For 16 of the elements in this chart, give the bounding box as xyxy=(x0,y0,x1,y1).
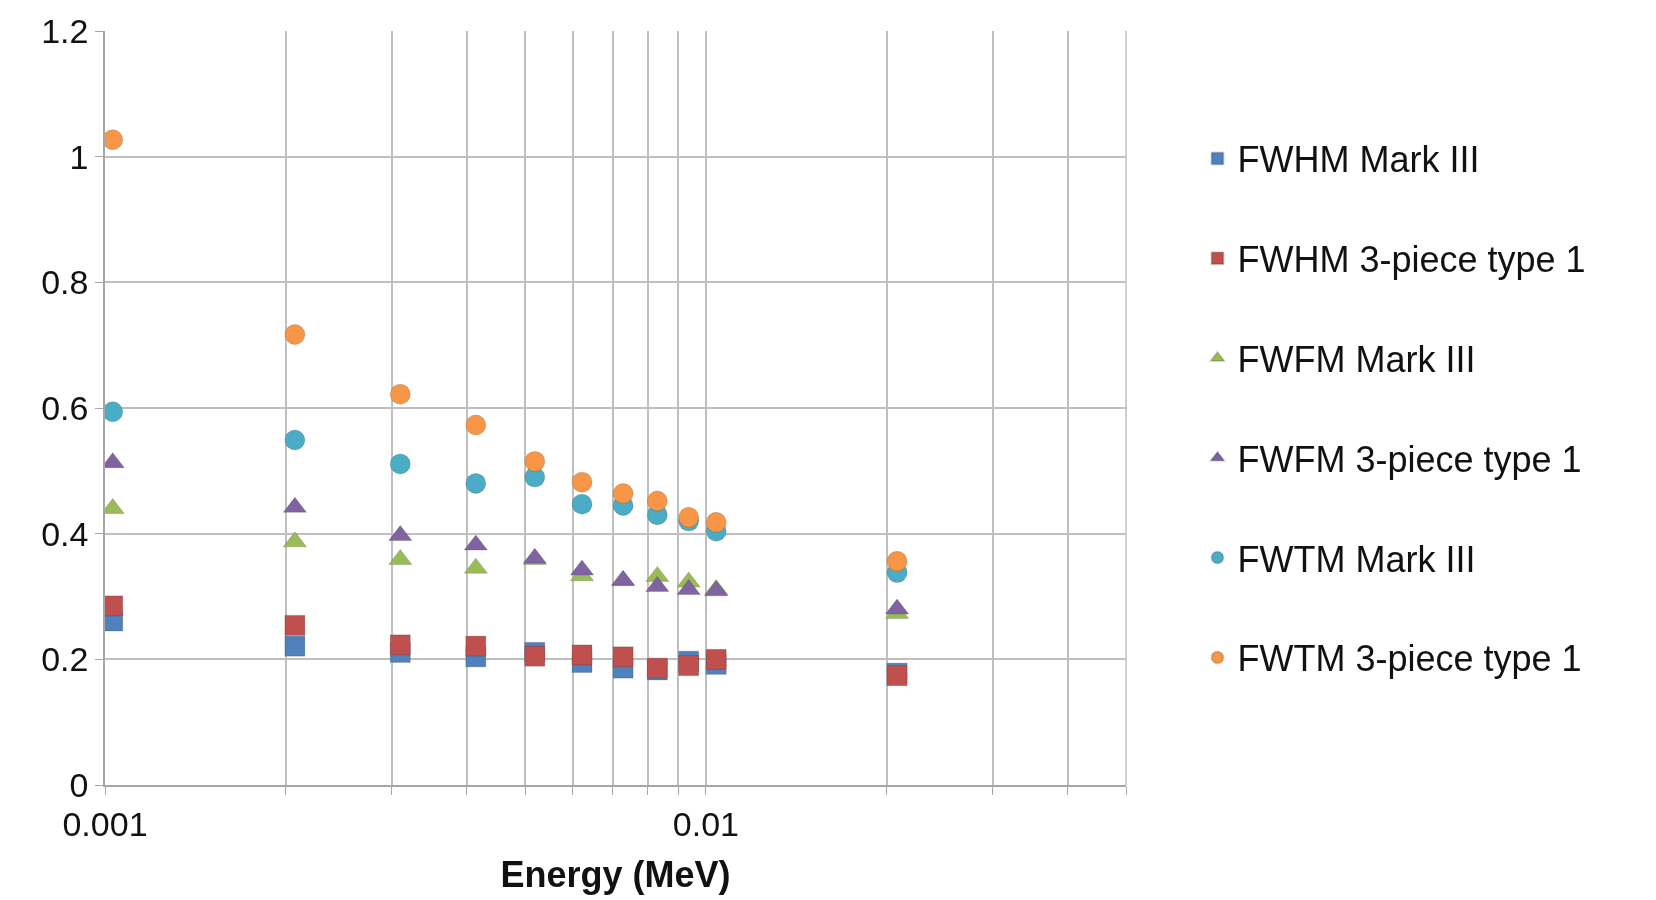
legend-label: FWFM 3-piece type 1 xyxy=(1237,438,1582,480)
y-tick-label: 1 xyxy=(69,137,89,176)
y-tick-label: 0.6 xyxy=(41,388,89,427)
legend-label: FWFM Mark III xyxy=(1237,339,1476,381)
legend-label: FWTM Mark III xyxy=(1237,538,1476,580)
x-tick-label: 0.001 xyxy=(62,804,148,843)
y-tick-label: 0.2 xyxy=(41,640,89,679)
x-axis-title: Energy (MeV) xyxy=(500,853,731,895)
y-tick-label: 0 xyxy=(69,765,89,804)
legend-label: FWHM 3-piece type 1 xyxy=(1237,239,1586,281)
x-tick-label: 0.01 xyxy=(672,804,740,843)
legend-label: FWHM Mark III xyxy=(1237,139,1480,181)
legend-label: FWTM 3-piece type 1 xyxy=(1237,638,1582,680)
y-tick-label: 1.2 xyxy=(41,11,89,50)
y-tick-label: 0.8 xyxy=(41,263,89,302)
y-tick-label: 0.4 xyxy=(41,514,89,553)
